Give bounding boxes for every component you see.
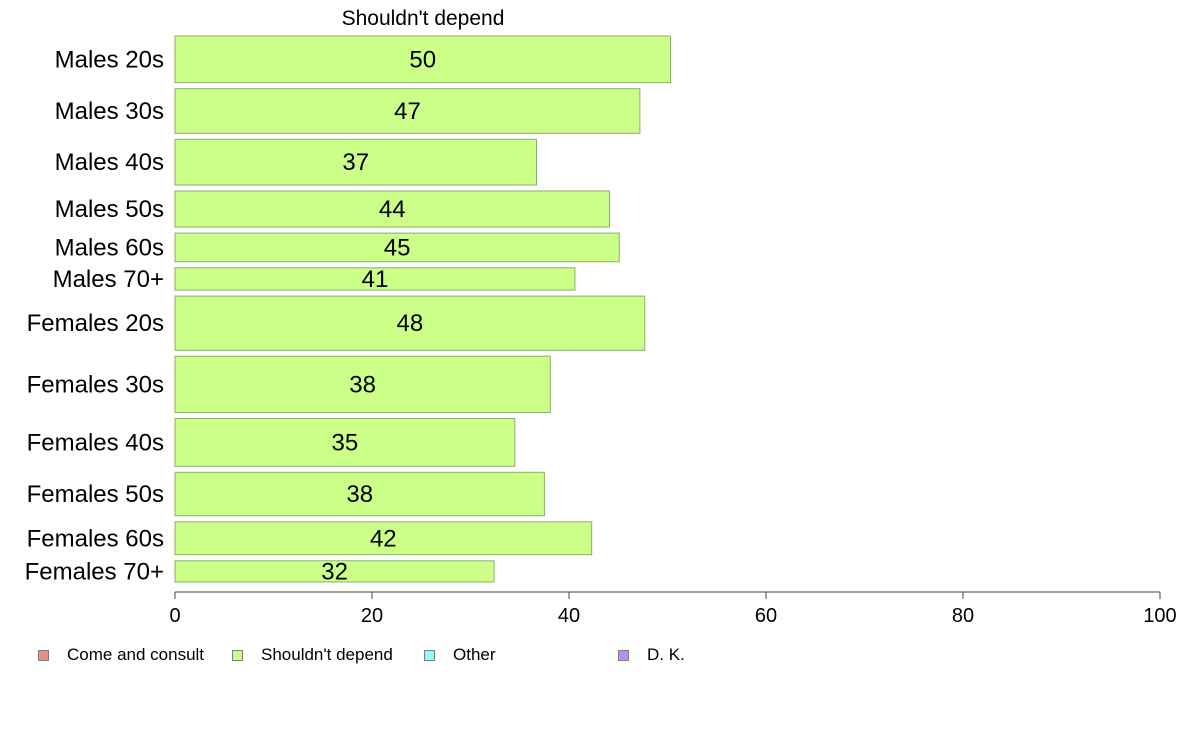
bar	[174, 35, 671, 84]
value-label: 48	[397, 310, 424, 337]
legend-item-come-and-consult: Come and consult	[38, 645, 204, 665]
x-tick-label: 80	[952, 605, 974, 627]
bar	[174, 295, 646, 351]
x-tick-label: 60	[755, 605, 777, 627]
bars-group: Males 20s 50 Males 30s 47 Males 40s 37 Males 5…	[25, 35, 671, 585]
category-label: Females 70+	[25, 558, 164, 585]
bar	[174, 471, 545, 517]
category-label: Males 40s	[55, 149, 164, 176]
category-label: Females 40s	[27, 429, 164, 456]
category-label: Females 50s	[27, 481, 164, 508]
category-label: Males 50s	[55, 196, 164, 223]
category-label: Males 30s	[55, 98, 164, 125]
x-tick-label: 20	[361, 605, 383, 627]
bar	[174, 88, 641, 134]
category-label: Males 60s	[55, 234, 164, 261]
value-label: 32	[321, 558, 348, 585]
bar	[174, 355, 551, 414]
x-axis: 0 20 40 60 80 100	[169, 591, 1177, 627]
value-label: 50	[409, 46, 436, 73]
category-label: Females 60s	[27, 525, 164, 552]
legend-item-other: Other	[424, 645, 496, 665]
value-label: 44	[379, 196, 406, 223]
x-tick-label: 0	[169, 605, 180, 627]
value-label: 42	[370, 525, 397, 552]
value-label: 47	[394, 98, 421, 125]
value-label: 38	[346, 481, 373, 508]
legend-swatch	[618, 649, 629, 661]
value-label: 45	[384, 234, 411, 261]
legend-label: D. K.	[647, 645, 685, 664]
legend-swatch	[232, 649, 243, 661]
category-label: Males 20s	[55, 46, 164, 73]
legend-label: Shouldn't depend	[261, 645, 393, 664]
legend-item-shouldnt-depend: Shouldn't depend	[232, 645, 393, 665]
chart-title: Shouldn't depend	[342, 7, 505, 30]
bar	[174, 190, 610, 228]
category-label: Females 20s	[27, 310, 164, 337]
legend-label: Other	[453, 645, 496, 664]
legend-swatch	[38, 649, 49, 661]
value-label: 37	[342, 149, 369, 176]
x-tick-label: 40	[558, 605, 580, 627]
category-label: Females 30s	[27, 371, 164, 398]
bar	[174, 267, 576, 291]
bar	[174, 232, 620, 263]
bar	[174, 138, 537, 186]
value-label: 38	[349, 371, 376, 398]
value-label: 41	[362, 266, 389, 293]
x-tick-label: 100	[1143, 605, 1176, 627]
legend-swatch	[424, 649, 435, 661]
value-label: 35	[332, 429, 359, 456]
bar	[174, 560, 495, 583]
bar	[174, 521, 593, 556]
category-label: Males 70+	[53, 266, 164, 293]
legend-item-dk: D. K.	[618, 645, 685, 665]
bar	[174, 418, 516, 467]
legend-label: Come and consult	[67, 645, 205, 664]
